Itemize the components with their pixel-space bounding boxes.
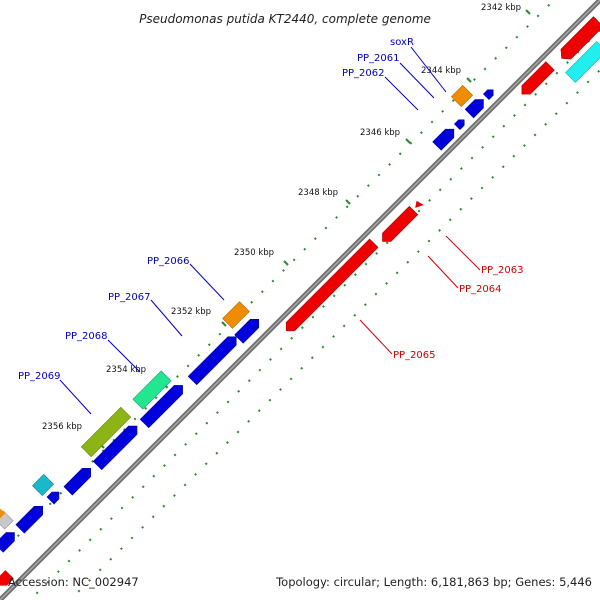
label-leaders <box>59 46 481 415</box>
gene-pp2068[interactable] <box>139 381 187 429</box>
tick-label: 2356 kbp <box>42 422 82 432</box>
forward-strand-genes <box>0 85 496 553</box>
gene-blue-small[interactable] <box>63 464 95 496</box>
tick-label: 2352 kbp <box>171 307 211 317</box>
gene-pp2067[interactable] <box>187 332 240 386</box>
gene-label-soxr[interactable]: soxR <box>390 37 414 48</box>
gene-blue-tiny[interactable] <box>46 489 63 505</box>
gene-pp2064[interactable] <box>378 205 419 246</box>
gene-grey[interactable] <box>0 510 14 530</box>
gene-pp2066[interactable] <box>234 315 263 344</box>
gene-blue-small[interactable] <box>15 502 47 534</box>
gene-pp2062[interactable] <box>432 125 458 151</box>
gene-orange[interactable] <box>0 504 6 520</box>
map-title: Pseudomonas putida KT2440, complete geno… <box>139 12 431 26</box>
gene-red-corner[interactable] <box>0 570 14 590</box>
gene-label-pp2068[interactable]: PP_2068 <box>65 331 108 342</box>
gene-label-pp2061[interactable]: PP_2061 <box>357 53 400 64</box>
gene-pp2063[interactable] <box>412 199 424 210</box>
gene-sox-r[interactable] <box>453 117 467 131</box>
gene-green[interactable] <box>132 370 172 410</box>
gene-label-pp2065[interactable]: PP_2065 <box>393 350 436 361</box>
tick-label: 2344 kbp <box>421 66 461 76</box>
gene-pp2061[interactable] <box>464 95 488 119</box>
gene-label-pp2069[interactable]: PP_2069 <box>18 371 61 382</box>
tick-label: 2346 kbp <box>360 128 400 138</box>
tick-labels: 2342 kbp 2344 kbp 2346 kbp 2348 kbp 2350… <box>42 3 521 432</box>
gene-label-pp2063[interactable]: PP_2063 <box>481 265 524 276</box>
gene-cyan-top[interactable] <box>565 41 600 83</box>
tick-label: 2348 kbp <box>298 188 338 198</box>
tick-label: 2354 kbp <box>106 365 146 375</box>
gene-pp2069[interactable] <box>92 422 141 471</box>
inner-tick-track <box>68 68 600 600</box>
genome-summary-text: Topology: circular; Length: 6,181,863 bp… <box>275 575 592 589</box>
gene-label-pp2067[interactable]: PP_2067 <box>108 292 151 303</box>
gene-orange[interactable] <box>222 301 250 329</box>
gene-label-pp2062[interactable]: PP_2062 <box>342 68 385 79</box>
gene-label-pp2066[interactable]: PP_2066 <box>147 256 190 267</box>
gene-olive[interactable] <box>80 406 132 458</box>
gene-pp2065[interactable] <box>282 238 379 335</box>
accession-text: Accession: NC_002947 <box>8 575 139 589</box>
tick-label: 2350 kbp <box>234 248 274 258</box>
gene-orange[interactable] <box>451 85 473 107</box>
gene-blue-small[interactable] <box>0 528 19 553</box>
gene-blue-small[interactable] <box>482 87 496 101</box>
tick-label: 2342 kbp <box>481 3 521 13</box>
gene-red-top[interactable] <box>518 61 555 99</box>
gene-label-pp2064[interactable]: PP_2064 <box>459 284 502 295</box>
reverse-strand-genes <box>0 16 600 590</box>
gene-teal[interactable] <box>32 474 54 496</box>
gene-red-top[interactable] <box>557 16 600 64</box>
gene-labels: soxR PP_2061 PP_2062 PP_2066 PP_2067 PP_… <box>18 37 524 382</box>
